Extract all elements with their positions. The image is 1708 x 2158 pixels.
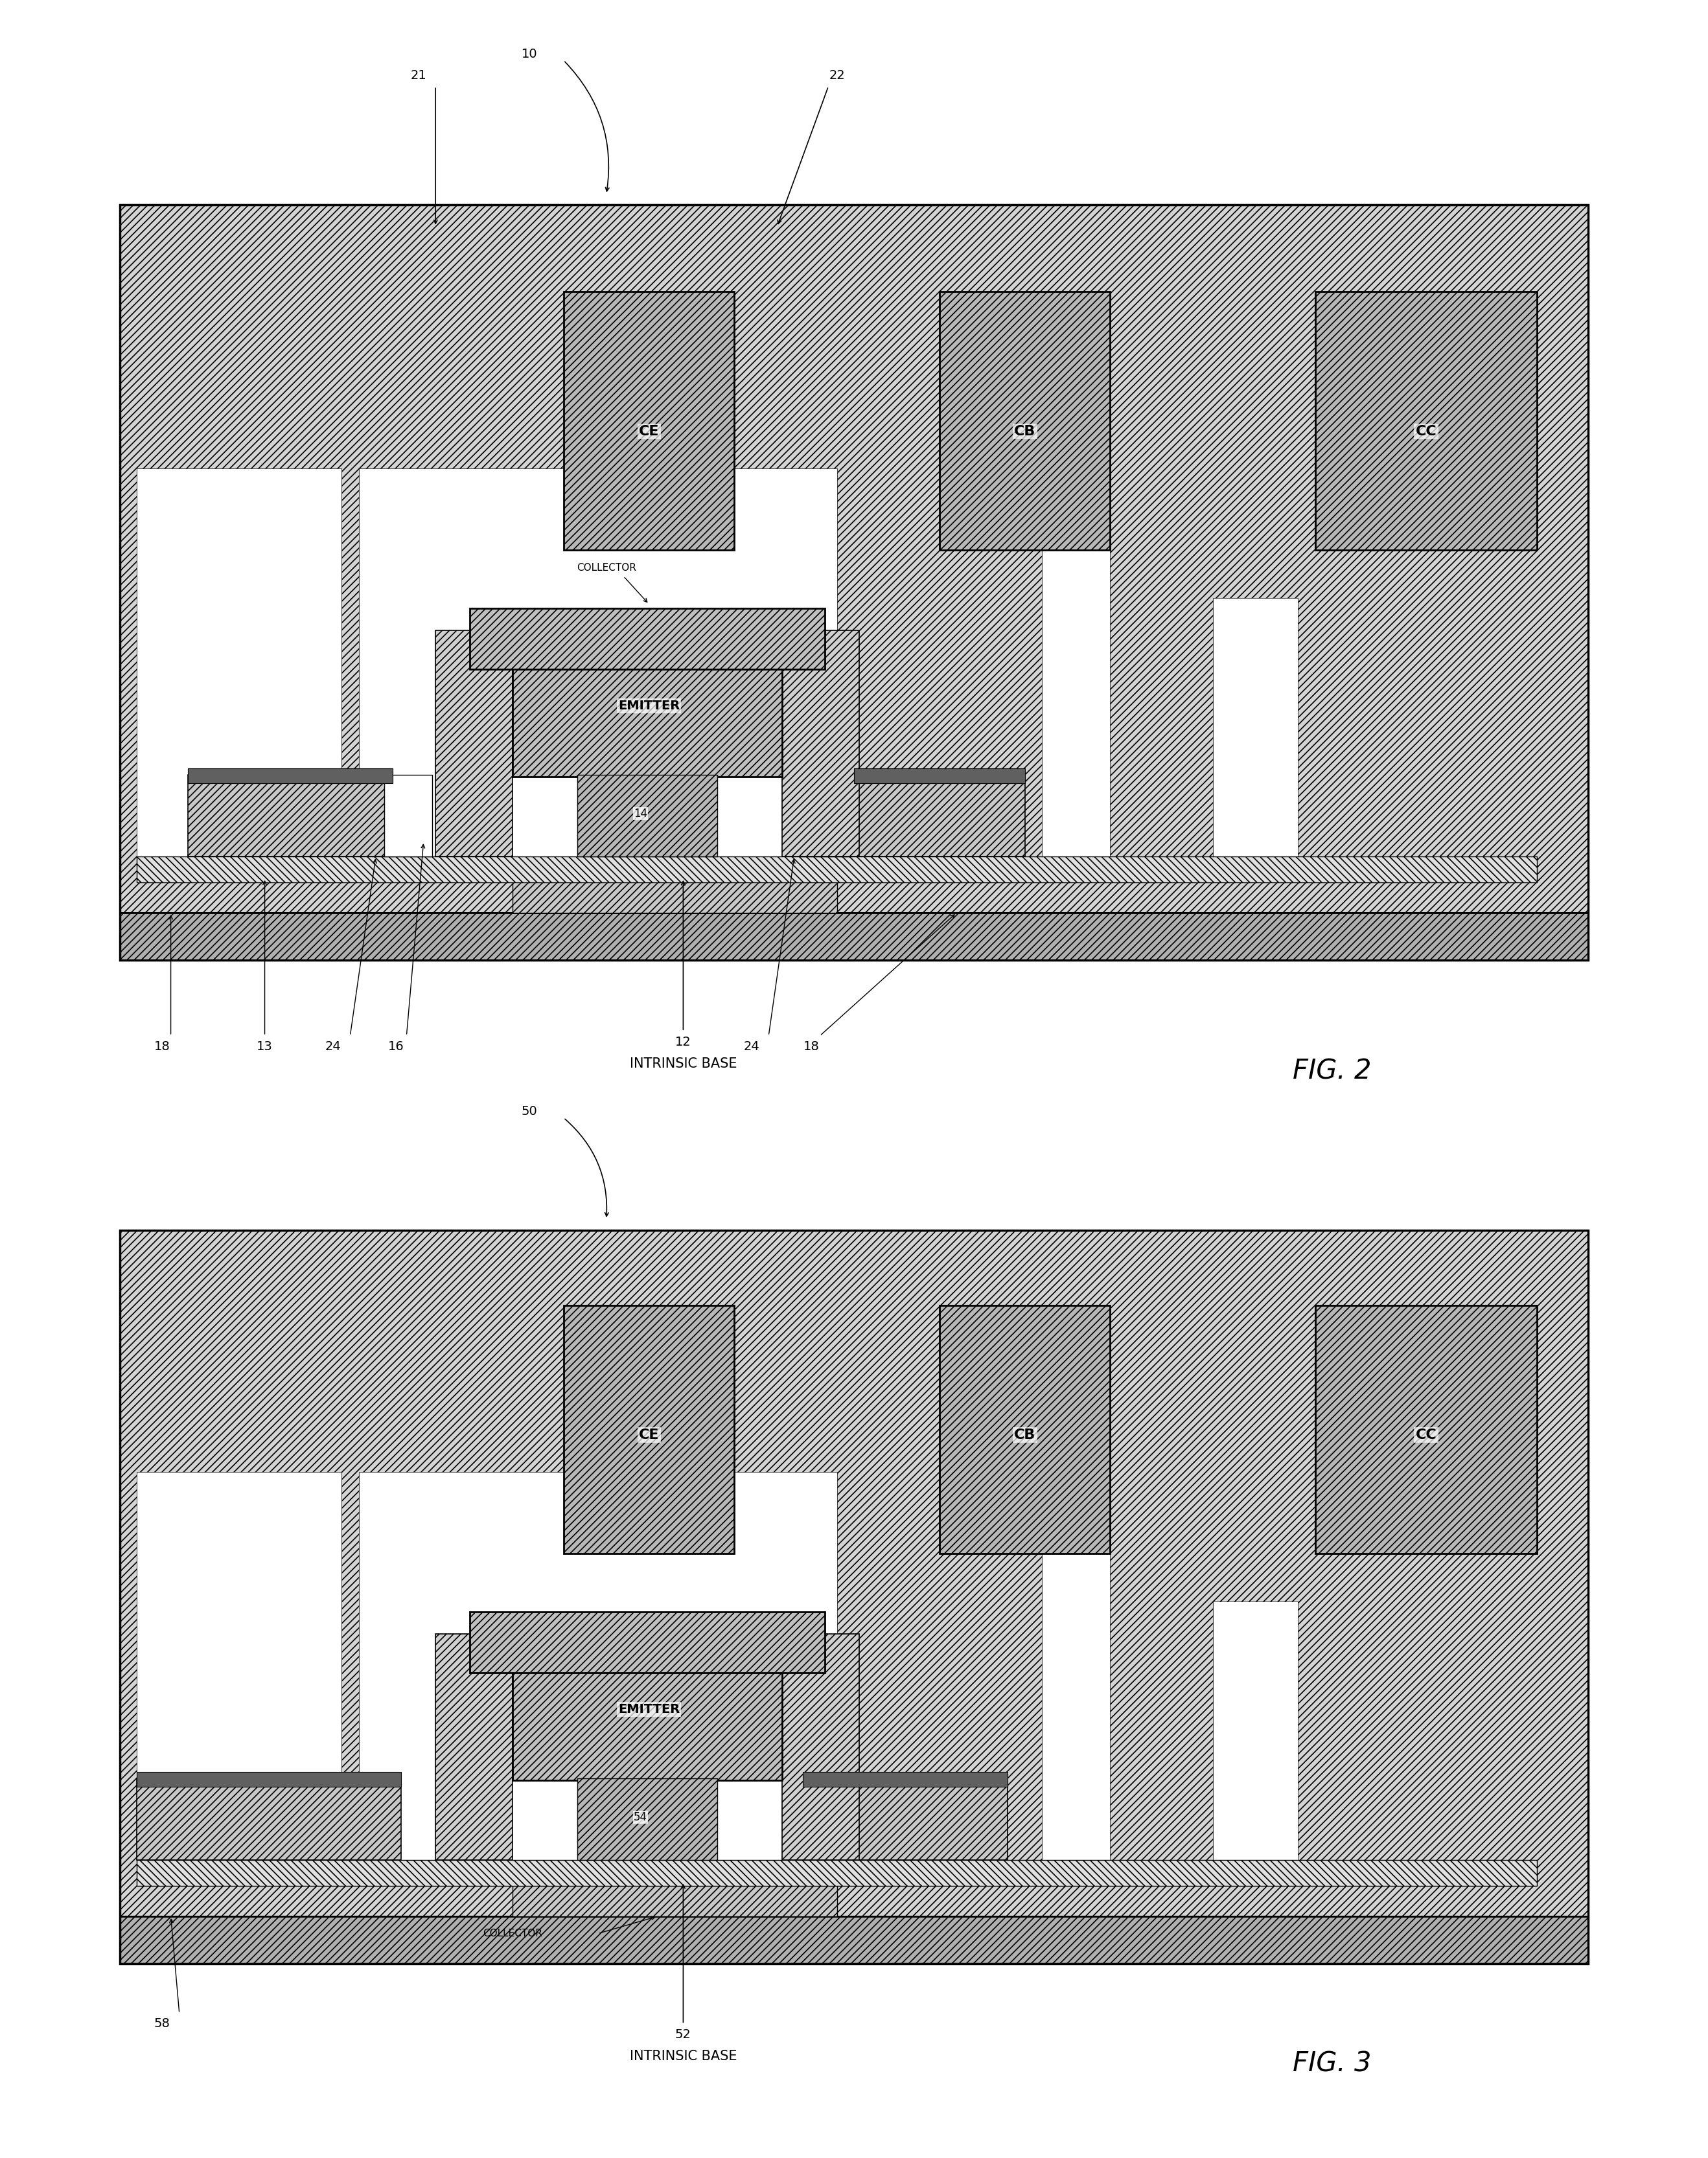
Text: 50: 50 (521, 1105, 538, 1118)
Bar (1213, 1601, 1298, 1882)
Bar (854, 768, 1025, 783)
Bar (1042, 468, 1110, 878)
Text: COLLECTOR: COLLECTOR (483, 1929, 541, 1938)
Bar (120, 913, 1588, 960)
Text: 24: 24 (743, 1040, 760, 1053)
Text: COLLECTOR: COLLECTOR (577, 563, 635, 572)
Bar (1213, 598, 1298, 878)
Bar (782, 630, 859, 857)
Text: EMITTER: EMITTER (618, 699, 680, 712)
Text: INTRINSIC BASE: INTRINSIC BASE (630, 2050, 736, 2063)
Bar (577, 1778, 717, 1860)
Bar (137, 1860, 1537, 1886)
Bar (120, 205, 1588, 960)
Text: 22: 22 (828, 69, 845, 82)
Text: 12: 12 (675, 1036, 692, 1049)
Bar (384, 775, 432, 857)
Bar (120, 1230, 1588, 1916)
Bar (782, 1634, 859, 1860)
Bar (120, 1230, 1588, 1964)
Text: FIG. 3: FIG. 3 (1293, 2050, 1372, 2078)
Text: 18: 18 (803, 1040, 820, 1053)
Bar (1042, 1472, 1110, 1882)
Bar (120, 1916, 1588, 1964)
Bar (137, 1778, 401, 1860)
Text: 21: 21 (410, 69, 427, 82)
Text: 10: 10 (521, 47, 538, 60)
Bar (803, 1772, 1008, 1787)
Text: 54: 54 (634, 1811, 647, 1824)
Bar (188, 768, 393, 783)
Text: 16: 16 (388, 1040, 405, 1053)
Text: 14: 14 (634, 807, 647, 820)
Text: CE: CE (639, 425, 659, 438)
Text: 58: 58 (154, 2018, 171, 2031)
Text: FIG. 2: FIG. 2 (1293, 1057, 1372, 1085)
Text: CC: CC (1416, 1429, 1436, 1442)
Bar (137, 857, 1537, 883)
Bar (120, 205, 1588, 913)
Bar (137, 1472, 342, 1882)
Text: CC: CC (1416, 425, 1436, 438)
Text: 13: 13 (256, 1040, 273, 1053)
Bar (137, 468, 342, 878)
Text: EMITTER: EMITTER (618, 1703, 680, 1716)
Bar (939, 1306, 1110, 1554)
Text: CE: CE (639, 1429, 659, 1442)
Bar (577, 775, 717, 857)
Text: 24: 24 (325, 1040, 342, 1053)
Bar (512, 630, 782, 777)
Text: 52: 52 (675, 2029, 692, 2041)
Text: INTRINSIC BASE: INTRINSIC BASE (630, 1057, 736, 1070)
Bar (803, 1778, 1008, 1860)
Text: CB: CB (1015, 425, 1035, 438)
Bar (564, 291, 734, 550)
Bar (1315, 1306, 1537, 1554)
Bar (854, 775, 1025, 857)
Bar (137, 1772, 401, 1787)
Bar (1315, 291, 1537, 550)
Bar (512, 1634, 782, 1780)
Bar (564, 1306, 734, 1554)
Bar (799, 775, 851, 857)
Bar (359, 468, 837, 878)
Bar (512, 1877, 837, 1916)
Text: 18: 18 (154, 1040, 171, 1053)
Text: CB: CB (1015, 1429, 1035, 1442)
Bar (512, 874, 837, 913)
Bar (436, 1634, 512, 1860)
Bar (470, 609, 825, 669)
Bar (188, 775, 393, 857)
Bar (470, 1612, 825, 1672)
Bar (939, 291, 1110, 550)
Bar (436, 630, 512, 857)
Bar (359, 1472, 837, 1882)
